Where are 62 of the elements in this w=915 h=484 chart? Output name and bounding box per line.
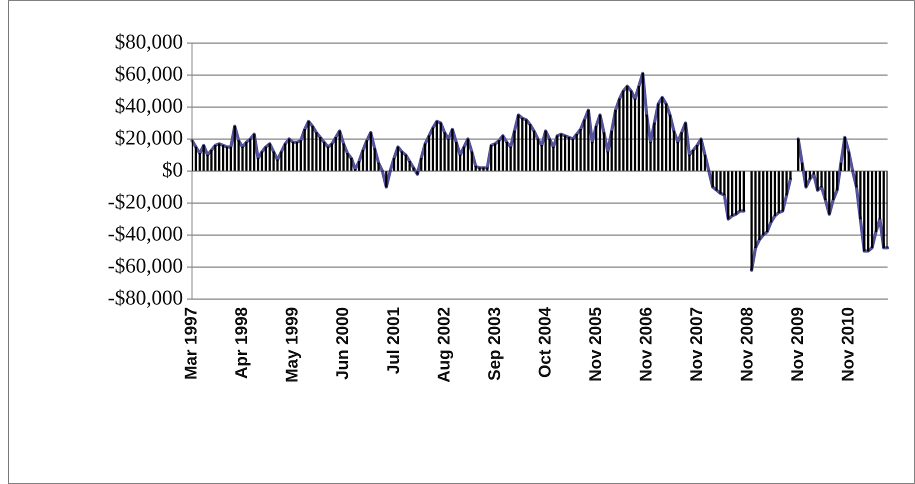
bar — [742, 171, 745, 212]
bar — [828, 171, 830, 215]
bar — [556, 135, 558, 171]
bar — [882, 171, 885, 248]
y-tick-label: -$40,000 — [108, 222, 183, 246]
bar — [218, 143, 220, 171]
bar — [727, 171, 730, 220]
x-tick-label: Apr 1998 — [232, 307, 252, 379]
bar — [797, 138, 800, 171]
bar — [863, 171, 866, 252]
bar — [385, 171, 388, 188]
y-tick-label: $20,000 — [114, 126, 183, 150]
x-tick-label: Nov 2007 — [686, 307, 706, 382]
bar — [370, 132, 372, 171]
bar — [451, 129, 454, 171]
bar — [626, 86, 628, 171]
bar — [766, 171, 768, 232]
x-tick-label: Sep 2003 — [484, 307, 504, 381]
bar — [436, 121, 438, 171]
bar — [844, 137, 846, 171]
bar — [816, 171, 819, 191]
bar — [712, 171, 714, 188]
bar — [264, 146, 267, 171]
bar — [661, 97, 664, 171]
bar — [778, 171, 780, 213]
y-tick-label: $80,000 — [114, 30, 183, 54]
bar — [642, 73, 644, 171]
x-tick-label: Jun 2000 — [333, 307, 352, 380]
bar — [404, 154, 407, 171]
bar — [234, 126, 236, 171]
y-tick-label: -$60,000 — [108, 254, 183, 278]
bar — [202, 145, 205, 171]
x-tick-label: Aug 2002 — [434, 307, 454, 383]
x-tick-label: Jul 2001 — [384, 307, 403, 374]
x-tick-label: Mar 1997 — [182, 307, 201, 380]
y-tick-label: $40,000 — [114, 94, 183, 118]
x-tick-label: Nov 2010 — [838, 307, 858, 382]
bar — [867, 171, 870, 252]
bar — [268, 143, 271, 171]
bar — [544, 130, 547, 171]
x-tick-label: Nov 2006 — [636, 307, 656, 382]
bar — [214, 145, 216, 171]
bar — [288, 138, 290, 171]
y-tick-label: $0 — [162, 158, 183, 182]
x-tick-label: Nov 2008 — [737, 307, 756, 382]
bar — [253, 134, 256, 171]
x-tick-label: Nov 2005 — [586, 307, 605, 382]
bar — [525, 119, 528, 171]
bar — [560, 134, 562, 171]
bar — [490, 145, 492, 171]
y-tick-label: $60,000 — [114, 62, 183, 86]
x-tick-label: Oct 2004 — [535, 306, 554, 378]
bar — [782, 171, 784, 212]
bar — [338, 130, 341, 171]
bar — [731, 171, 734, 216]
bar — [587, 110, 590, 171]
bar — [440, 122, 442, 171]
x-tick-label: May 1999 — [282, 307, 302, 383]
y-tick-label: -$80,000 — [108, 286, 183, 310]
bar — [521, 118, 524, 171]
y-tick-label: -$20,000 — [108, 190, 183, 214]
x-tick-label: Nov 2009 — [788, 307, 807, 382]
